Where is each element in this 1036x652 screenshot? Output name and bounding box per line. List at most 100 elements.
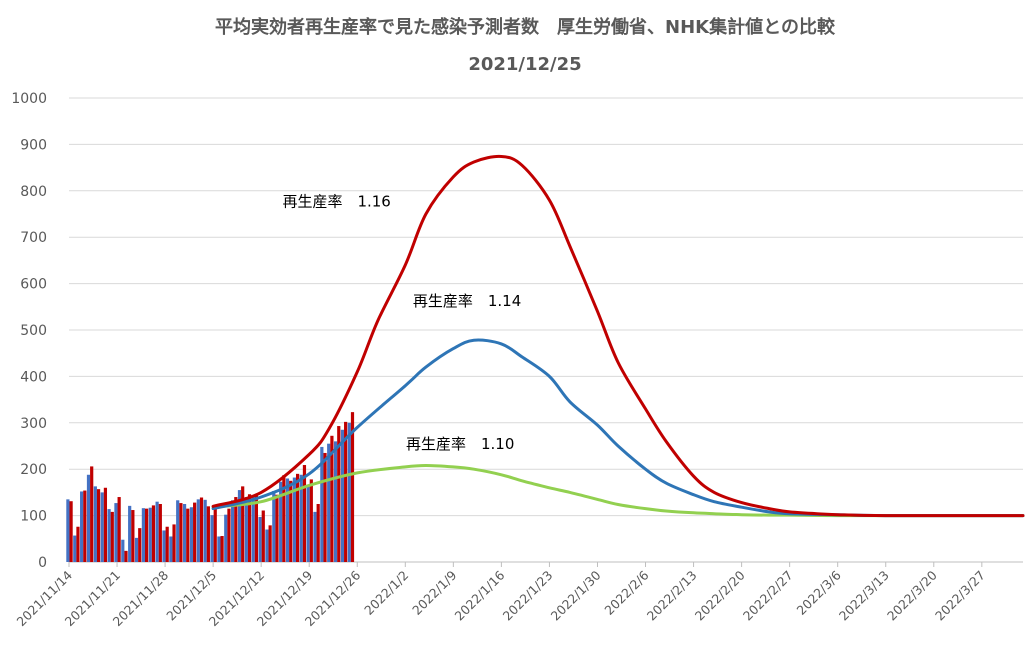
bar-nhk xyxy=(103,487,108,562)
x-tick-label: 2022/2/20 xyxy=(692,567,748,623)
bar-nhk xyxy=(289,480,293,562)
x-tick-label: 2022/2/6 xyxy=(601,567,651,617)
y-tick-label: 700 xyxy=(20,230,47,246)
bar-nhk xyxy=(337,426,341,562)
bar-mhlw xyxy=(73,535,77,562)
line-series xyxy=(211,154,1025,518)
bar-nhk xyxy=(151,505,156,562)
bar-mhlw xyxy=(128,505,132,562)
bar-nhk xyxy=(110,511,114,562)
series-line xyxy=(211,464,1025,518)
y-tick-label: 1000 xyxy=(11,91,47,107)
bar-mhlw xyxy=(148,507,152,562)
bar-mhlw xyxy=(285,478,290,562)
y-tick-label: 900 xyxy=(20,137,47,153)
bar-mhlw xyxy=(340,429,345,562)
bar-mhlw xyxy=(347,422,351,562)
bar-nhk xyxy=(234,497,238,562)
bar-mhlw xyxy=(292,477,296,562)
series-label: 再生産率 1.16 xyxy=(282,193,390,211)
bar-nhk xyxy=(144,508,149,562)
bar-nhk xyxy=(344,421,348,562)
bar-series xyxy=(66,412,355,562)
x-tick-label: 2022/3/20 xyxy=(884,567,940,623)
bar-mhlw xyxy=(272,491,276,562)
x-tick-label: 2022/1/9 xyxy=(409,567,459,617)
bar-nhk xyxy=(165,526,169,562)
bar-nhk xyxy=(227,508,231,562)
bar-mhlw xyxy=(169,536,173,562)
bar-mhlw xyxy=(93,486,97,562)
y-tick-label: 800 xyxy=(20,184,47,200)
bar-nhk xyxy=(199,497,204,562)
bar-nhk xyxy=(158,504,162,562)
bar-nhk xyxy=(179,503,183,562)
x-tick-label: 2022/2/13 xyxy=(644,568,700,624)
bar-mhlw xyxy=(306,486,310,562)
bar-nhk xyxy=(282,475,286,562)
bar-nhk xyxy=(302,465,307,562)
series-line xyxy=(211,154,1025,518)
bar-nhk xyxy=(213,507,217,562)
series-labels: 再生産率 1.16 再生産率 1.14 再生産率 1.10 xyxy=(282,193,521,453)
y-tick-label: 600 xyxy=(20,277,47,293)
x-tick-label: 2022/3/27 xyxy=(932,568,988,624)
x-tick-label: 2022/1/30 xyxy=(548,567,604,623)
bar-nhk xyxy=(330,435,334,562)
bar-nhk xyxy=(69,501,73,562)
x-tick-label: 2022/3/13 xyxy=(836,568,892,624)
bar-mhlw xyxy=(333,441,338,562)
bar-nhk xyxy=(261,510,265,562)
bar-nhk xyxy=(295,473,300,562)
y-tick-label: 0 xyxy=(38,555,47,571)
bar-mhlw xyxy=(231,500,235,562)
bar-nhk xyxy=(254,494,259,562)
bar-mhlw xyxy=(189,507,194,562)
bar-nhk xyxy=(220,536,224,562)
gridlines xyxy=(69,97,1023,563)
bar-nhk xyxy=(206,506,210,562)
bar-mhlw xyxy=(217,536,221,562)
bar-mhlw xyxy=(80,491,84,562)
chart-title: 平均実効者再生産率で見た感染予測者数 厚生労働省、NHK集計値との比較 xyxy=(215,16,836,38)
bar-mhlw xyxy=(134,537,139,562)
chart-subtitle: 2021/12/25 xyxy=(468,54,581,75)
y-tick-label: 300 xyxy=(20,416,47,432)
bar-nhk xyxy=(316,504,320,562)
bar-mhlw xyxy=(141,508,145,562)
bar-nhk xyxy=(117,497,121,562)
bar-nhk xyxy=(247,494,252,562)
bar-mhlw xyxy=(107,509,111,562)
bar-nhk xyxy=(76,526,80,562)
x-tick-label: 2022/1/2 xyxy=(361,568,411,618)
x-tick-label: 2022/1/23 xyxy=(500,568,556,624)
bar-nhk xyxy=(309,479,313,562)
bar-mhlw xyxy=(203,499,207,562)
bar-mhlw xyxy=(327,443,331,562)
bar-mhlw xyxy=(237,490,242,562)
bar-nhk xyxy=(275,494,279,562)
bar-mhlw xyxy=(244,497,248,562)
bar-nhk xyxy=(186,508,190,562)
x-tick-label: 2022/1/16 xyxy=(452,567,508,623)
y-axis: 0 100 200 300 400 500 600 700 800 900 1000 xyxy=(11,91,47,571)
bar-mhlw xyxy=(258,516,262,562)
bar-nhk xyxy=(131,510,135,562)
x-tick-label: 2022/3/6 xyxy=(794,567,844,617)
bar-mhlw xyxy=(224,514,228,562)
x-tick-label: 2022/2/27 xyxy=(740,568,796,624)
bar-nhk xyxy=(138,528,142,562)
bar-mhlw xyxy=(251,495,255,562)
y-tick-label: 500 xyxy=(20,323,47,339)
bar-mhlw xyxy=(100,492,104,562)
bar-nhk xyxy=(323,452,327,562)
bar-nhk xyxy=(124,550,128,562)
series-label: 再生産率 1.10 xyxy=(406,435,514,453)
bar-mhlw xyxy=(313,511,317,562)
bar-nhk xyxy=(193,502,197,562)
bar-nhk xyxy=(268,525,272,562)
bar-mhlw xyxy=(66,499,70,562)
bar-nhk xyxy=(350,412,355,562)
bar-mhlw xyxy=(299,474,303,562)
bar-mhlw xyxy=(176,500,180,562)
